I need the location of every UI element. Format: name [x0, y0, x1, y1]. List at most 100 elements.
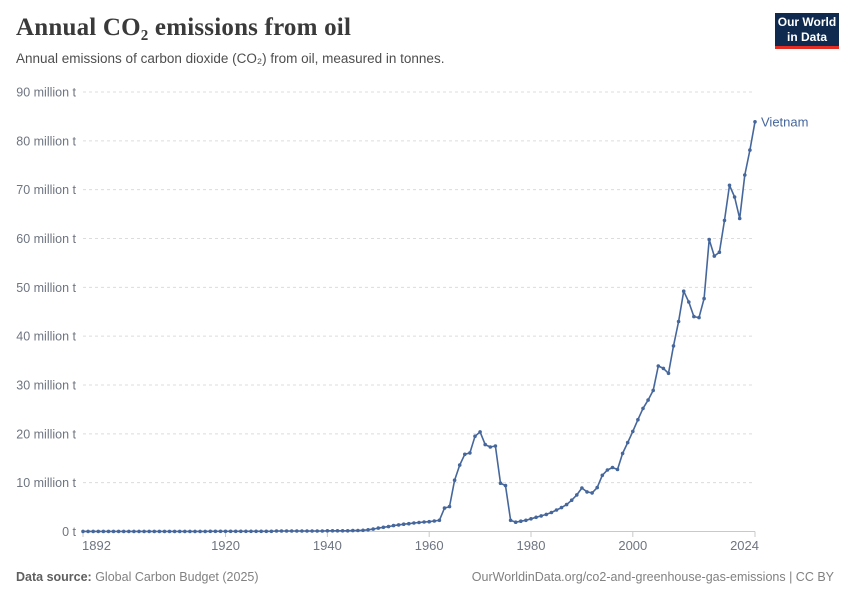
data-point[interactable] — [580, 486, 584, 490]
data-point[interactable] — [152, 529, 157, 534]
data-point[interactable] — [198, 529, 202, 534]
data-point[interactable] — [183, 529, 187, 534]
data-point[interactable] — [116, 529, 121, 534]
data-point[interactable] — [330, 529, 335, 533]
data-point[interactable] — [676, 319, 681, 324]
data-point[interactable] — [239, 529, 243, 534]
data-point[interactable] — [681, 289, 686, 294]
data-point[interactable] — [391, 523, 396, 528]
data-point[interactable] — [447, 504, 452, 509]
data-point[interactable] — [697, 315, 701, 320]
data-point[interactable] — [610, 465, 615, 470]
data-point[interactable] — [295, 529, 299, 533]
data-point[interactable] — [417, 520, 421, 525]
data-point[interactable] — [361, 528, 365, 533]
data-point[interactable] — [529, 517, 533, 521]
data-point[interactable] — [259, 529, 264, 534]
data-point[interactable] — [264, 529, 269, 534]
data-point[interactable] — [228, 529, 233, 534]
data-point[interactable] — [249, 529, 253, 534]
data-point[interactable] — [320, 529, 325, 533]
data-point[interactable] — [289, 529, 294, 533]
data-point[interactable] — [376, 526, 381, 530]
data-point[interactable] — [147, 529, 151, 534]
data-point[interactable] — [712, 254, 717, 258]
data-point[interactable] — [478, 430, 482, 434]
data-point[interactable] — [340, 529, 345, 533]
data-point[interactable] — [737, 216, 742, 221]
data-point[interactable] — [203, 529, 207, 534]
data-point[interactable] — [121, 529, 126, 534]
data-point[interactable] — [223, 529, 228, 534]
data-point[interactable] — [519, 519, 523, 523]
data-point[interactable] — [498, 481, 503, 486]
data-point[interactable] — [218, 529, 223, 534]
data-point[interactable] — [106, 529, 111, 534]
data-point[interactable] — [407, 521, 411, 526]
data-point[interactable] — [356, 528, 360, 533]
data-point[interactable] — [539, 514, 543, 518]
data-point[interactable] — [585, 490, 589, 494]
data-point[interactable] — [575, 493, 579, 497]
data-point[interactable] — [743, 173, 747, 177]
data-point[interactable] — [351, 528, 355, 533]
data-point[interactable] — [132, 529, 136, 534]
data-point[interactable] — [442, 506, 447, 510]
data-point[interactable] — [671, 344, 676, 348]
data-point[interactable] — [702, 296, 706, 301]
data-point[interactable] — [371, 527, 376, 531]
data-point[interactable] — [269, 529, 274, 534]
data-point[interactable] — [300, 529, 304, 533]
data-point[interactable] — [463, 452, 467, 457]
data-point[interactable] — [335, 529, 340, 533]
data-point[interactable] — [437, 518, 442, 523]
data-point[interactable] — [208, 529, 213, 534]
data-point[interactable] — [111, 529, 116, 534]
data-point[interactable] — [381, 525, 386, 530]
data-point[interactable] — [86, 529, 90, 534]
data-point[interactable] — [468, 451, 472, 455]
data-point[interactable] — [692, 314, 696, 319]
data-point[interactable] — [631, 429, 635, 434]
data-point[interactable] — [177, 529, 182, 534]
data-point[interactable] — [81, 529, 85, 534]
data-point[interactable] — [345, 529, 350, 533]
data-point[interactable] — [534, 515, 538, 520]
data-point[interactable] — [641, 406, 645, 411]
data-point[interactable] — [513, 520, 518, 524]
data-point[interactable] — [753, 120, 757, 124]
data-point[interactable] — [137, 529, 141, 534]
data-point[interactable] — [503, 483, 508, 488]
data-point[interactable] — [483, 442, 488, 447]
data-point[interactable] — [661, 366, 666, 371]
data-point[interactable] — [167, 529, 172, 534]
data-point[interactable] — [162, 529, 167, 534]
data-point[interactable] — [748, 148, 752, 152]
data-point[interactable] — [508, 518, 513, 523]
data-point[interactable] — [213, 529, 218, 534]
data-point[interactable] — [544, 512, 549, 517]
data-point[interactable] — [488, 445, 493, 449]
data-point[interactable] — [666, 371, 671, 376]
data-point[interactable] — [157, 529, 162, 534]
data-point[interactable] — [310, 529, 314, 533]
data-point[interactable] — [687, 300, 691, 304]
data-point[interactable] — [427, 519, 432, 524]
data-point[interactable] — [233, 529, 238, 534]
data-point[interactable] — [325, 529, 330, 533]
data-point[interactable] — [91, 529, 95, 534]
footer-link[interactable]: OurWorldinData.org/co2-and-greenhouse-ga… — [471, 570, 834, 584]
data-point[interactable] — [722, 218, 727, 223]
data-point[interactable] — [305, 529, 309, 533]
data-point[interactable] — [732, 195, 737, 199]
data-point[interactable] — [101, 529, 106, 534]
data-point[interactable] — [96, 529, 101, 534]
owid-logo[interactable]: Our World in Data — [775, 13, 839, 49]
data-point[interactable] — [524, 518, 528, 523]
data-point[interactable] — [549, 510, 554, 515]
data-point[interactable] — [401, 522, 406, 526]
data-point[interactable] — [620, 451, 625, 456]
data-point[interactable] — [274, 529, 279, 533]
data-point[interactable] — [279, 529, 284, 533]
